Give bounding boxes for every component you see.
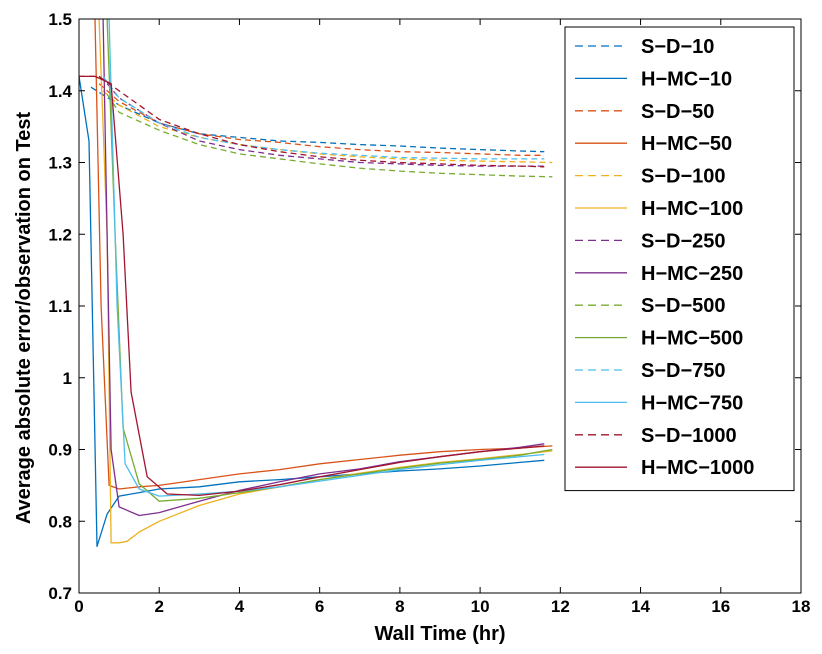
series-line-s-d-750: [102, 76, 545, 160]
x-tick-label: 12: [551, 597, 570, 616]
legend-label: S−D−100: [641, 166, 726, 188]
y-tick-label: 1.1: [48, 297, 72, 316]
x-tick-label: 16: [711, 597, 730, 616]
legend: S−D−10 H−MC−10 S−D−50 H−MC−50 S−D−100 H−MC−10…: [564, 26, 795, 492]
y-tick-label: 1.4: [48, 82, 72, 101]
x-axis-title: Wall Time (hr): [374, 623, 505, 645]
legend-label: S−D−1000: [641, 425, 737, 447]
x-tick-label: 2: [154, 597, 163, 616]
y-tick-label: 1.3: [48, 154, 72, 173]
y-tick-label: 0.8: [48, 512, 72, 531]
legend-label: H−MC−10: [641, 68, 732, 90]
legend-label: S−D−750: [641, 360, 726, 382]
legend-label: H−MC−100: [641, 198, 743, 220]
legend-label: S−D−250: [641, 230, 726, 252]
y-axis-title: Average absolute error/observation on Te…: [13, 111, 35, 524]
x-tick-label: 6: [315, 597, 324, 616]
y-tick-label: 1: [63, 369, 72, 388]
series-line-h-mc-10: [79, 76, 545, 548]
legend-label: H−MC−1000: [641, 457, 754, 479]
legend-label: H−MC−250: [641, 263, 743, 285]
x-tick-label: 8: [395, 597, 404, 616]
legend-label: H−MC−500: [641, 328, 743, 350]
series-line-s-d-1000: [79, 75, 545, 168]
series-line-h-mc-1000: [79, 75, 545, 497]
series-line-h-mc-100: [98, 19, 553, 544]
series-line-h-mc-50: [94, 19, 553, 490]
x-tick-label: 0: [74, 597, 83, 616]
x-tick-label: 14: [631, 597, 650, 616]
legend-label: H−MC−50: [641, 133, 732, 155]
legend-label: H−MC−750: [641, 392, 743, 414]
y-tick-label: 0.9: [48, 441, 72, 460]
legend-label: S−D−500: [641, 295, 726, 317]
x-tick-label: 10: [471, 597, 490, 616]
y-tick-label: 1.2: [48, 225, 72, 244]
x-tick-label: 18: [792, 597, 811, 616]
legend-box: [564, 26, 795, 492]
tick-labels: 0 2 4 6 8 10 12 14 16 18 0.7 0.8 0.9 1 1.1 1.2 1.3 1.4 1.5: [48, 10, 810, 616]
legend-label: S−D−50: [641, 101, 714, 123]
y-tick-label: 0.7: [48, 584, 72, 603]
series-line-s-d-100: [102, 90, 553, 164]
series-line-s-d-10: [90, 86, 545, 153]
x-tick-label: 4: [235, 597, 245, 616]
series-lines: [79, 19, 553, 548]
series-line-h-mc-750: [108, 19, 545, 497]
series-line-s-d-500: [106, 93, 553, 178]
axes: [78, 18, 802, 594]
legend-label: S−D−10: [641, 36, 714, 58]
y-tick-label: 1.5: [48, 10, 72, 29]
